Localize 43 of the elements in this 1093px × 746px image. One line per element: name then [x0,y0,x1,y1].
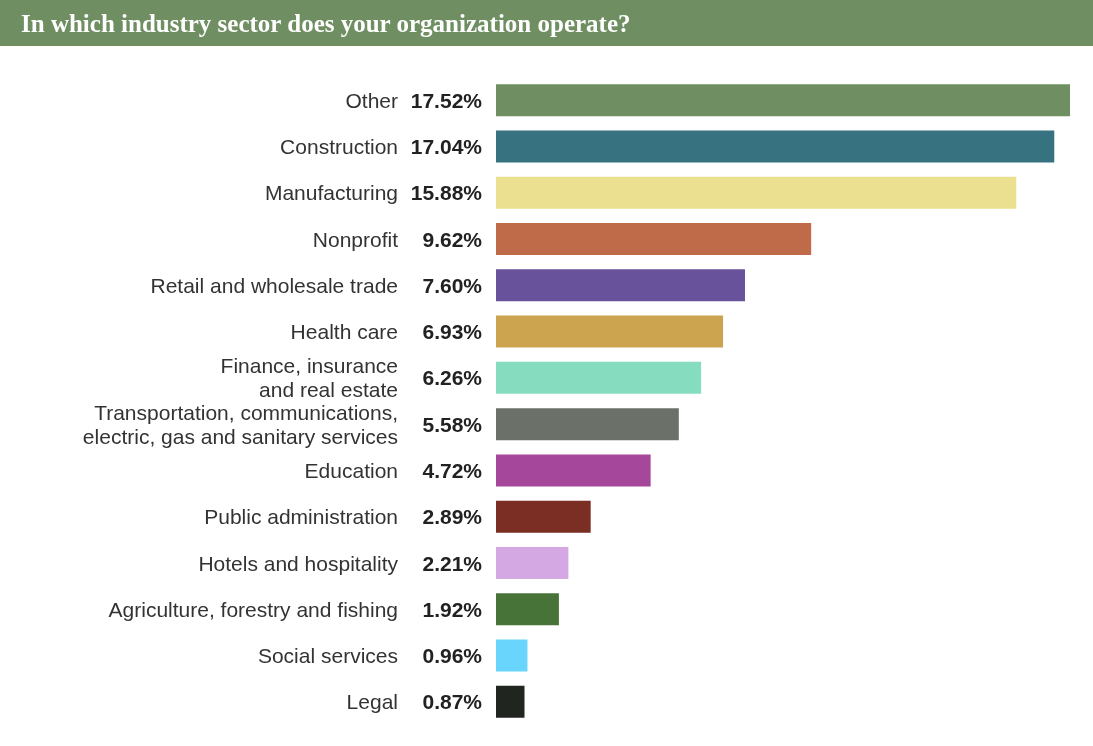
y-tick-label: Other [345,88,398,112]
bar [496,593,559,626]
data-label: 0.87% [422,690,483,714]
data-label: 15.88% [410,181,483,205]
y-tick-label: Health care [290,320,398,344]
data-label: 9.62% [422,227,483,251]
bar [496,454,651,487]
y-tick-label: Hotels and hospitality [198,551,399,575]
y-tick-label: Finance, insurance and real estate [220,354,398,402]
bar [496,176,1017,209]
y-tick-label: Education [304,458,398,482]
data-label: 6.26% [422,366,483,390]
chart-title: In which industry sector does your organization operate? [21,10,631,37]
y-tick-label: Public administration [204,505,398,529]
y-tick-label: Legal [346,690,398,714]
data-label: 2.89% [422,505,483,529]
bar [496,84,1070,117]
bar [496,500,591,533]
data-label: 0.96% [422,644,483,668]
data-label: 17.52% [410,88,483,112]
bar [496,269,745,302]
bar [496,685,525,718]
bar [496,130,1055,163]
data-label: 17.04% [410,134,483,158]
data-label: 2.21% [422,551,483,575]
data-label: 7.60% [422,273,483,297]
data-label: 6.93% [422,320,483,344]
y-tick-label: Social services [257,644,398,668]
bar [496,639,528,672]
bar [496,223,812,255]
bar [496,361,702,394]
data-label: 1.92% [422,597,483,621]
bar [496,547,569,579]
bar [496,408,679,441]
y-tick-label: Agriculture, forestry and fishing [108,597,398,621]
data-label: 5.58% [422,412,483,436]
y-tick-label: Transportation, communications, electric, gas and sanitary services [82,400,398,448]
y-tick-label: Manufacturing [264,181,398,205]
y-tick-label: Nonprofit [312,227,399,251]
y-tick-label: Retail and wholesale trade [150,273,398,297]
y-tick-label: Construction [280,134,398,158]
bar [496,315,724,348]
data-label: 4.72% [422,458,483,482]
